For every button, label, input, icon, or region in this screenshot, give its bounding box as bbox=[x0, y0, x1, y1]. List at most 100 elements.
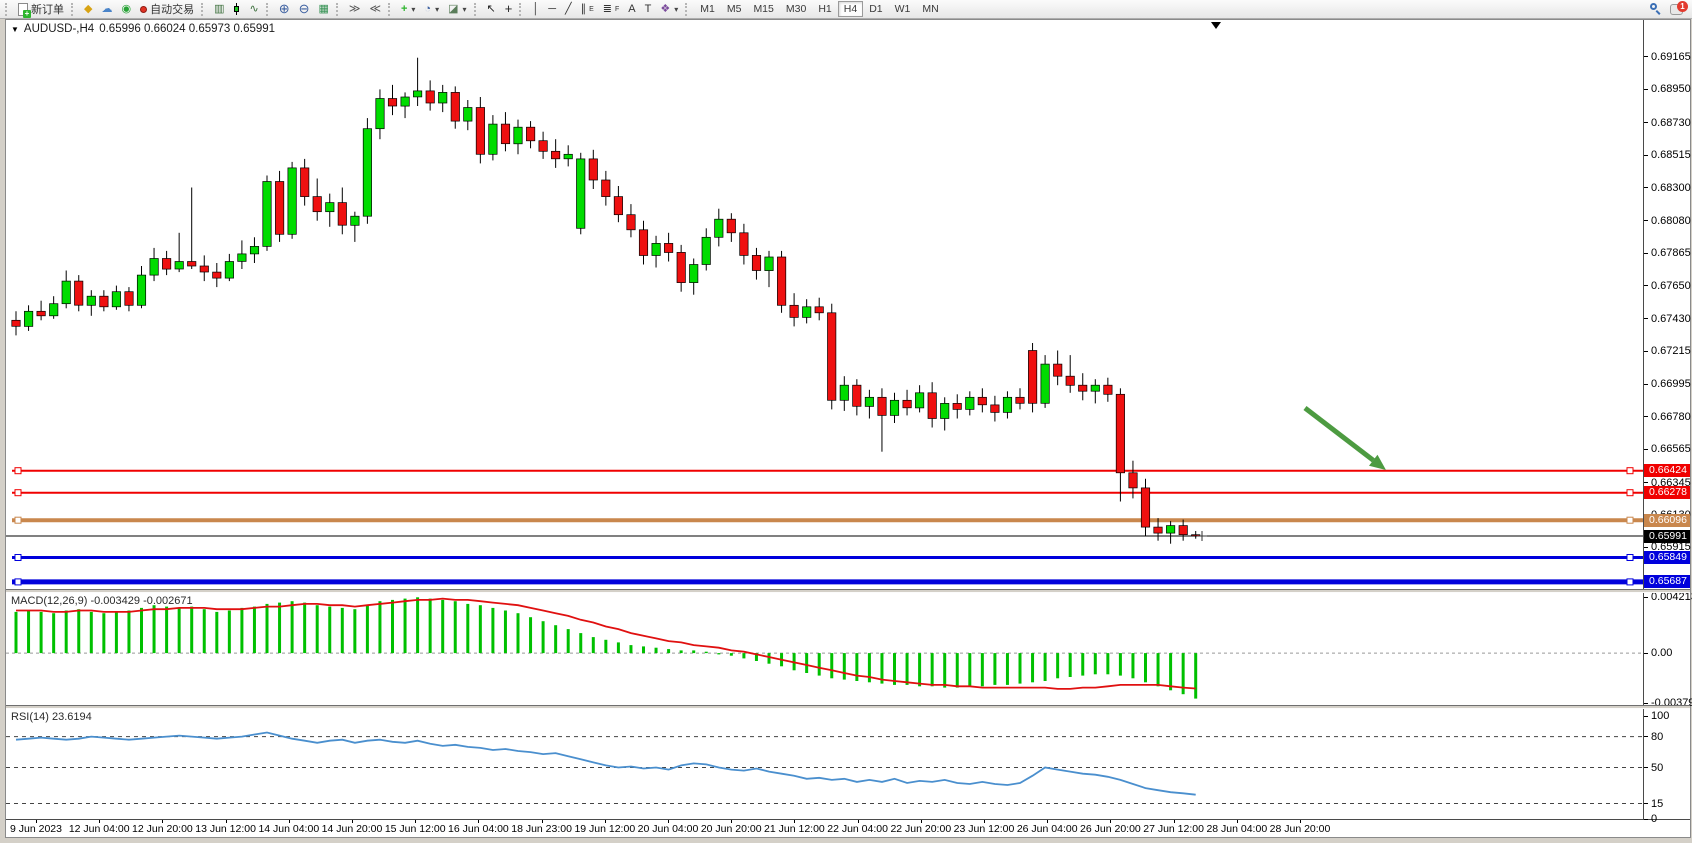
price-axis-tick: 0.68950 bbox=[1644, 83, 1691, 95]
time-axis-label: 21 Jun 12:00 bbox=[764, 823, 825, 835]
horizontal-line-button[interactable]: ─ bbox=[544, 1, 560, 17]
text-button[interactable]: A bbox=[624, 1, 639, 17]
new-order-button[interactable]: + 新订单 bbox=[14, 1, 68, 18]
chevron-down-icon: ▾ bbox=[411, 4, 416, 14]
timeframe-button-d1[interactable]: D1 bbox=[869, 3, 883, 15]
notification-badge: 1 bbox=[1677, 0, 1688, 12]
bar-chart-button[interactable]: ▥ bbox=[210, 1, 228, 17]
price-level-badge: 0.66278 bbox=[1644, 486, 1690, 500]
autotrading-status-icon bbox=[140, 5, 148, 13]
price-axis-tick: 0.66780 bbox=[1644, 411, 1691, 423]
new-chart-dropdown[interactable]: + ▾ bbox=[397, 1, 419, 17]
price-axis-tick: 0.68080 bbox=[1644, 215, 1691, 227]
rsi-pane[interactable]: RSI(14) 23.6194 bbox=[6, 709, 1643, 819]
candlestick-chart-button[interactable] bbox=[229, 1, 244, 17]
crosshair-icon: + bbox=[504, 1, 513, 16]
timeframe-button-mn[interactable]: MN bbox=[922, 3, 939, 15]
zoom-in-button[interactable]: ⊕ bbox=[275, 1, 294, 17]
line-handle[interactable] bbox=[1626, 578, 1634, 586]
signals-button[interactable]: ◉ bbox=[117, 1, 135, 17]
time-axis-label: 13 Jun 12:00 bbox=[195, 823, 256, 835]
macd-svg[interactable] bbox=[6, 593, 1643, 705]
notifications-icon[interactable]: 1 bbox=[1670, 0, 1688, 15]
crosshair-button[interactable]: + bbox=[501, 1, 517, 17]
line-handle[interactable] bbox=[14, 578, 22, 586]
fibonacci-button[interactable]: ≣ F bbox=[599, 1, 624, 17]
time-axis-tick bbox=[604, 820, 606, 823]
chevron-down-icon: ▾ bbox=[462, 4, 467, 14]
line-chart-icon: ∿ bbox=[249, 3, 259, 15]
zoom-out-button[interactable]: ⊖ bbox=[295, 1, 314, 17]
trendline-button[interactable]: ╱ bbox=[561, 1, 576, 17]
chart-collapse-icon[interactable]: ▼ bbox=[11, 24, 19, 34]
price-axis-tick: 0.67865 bbox=[1644, 247, 1691, 259]
equidistant-channel-button[interactable]: ∥ E bbox=[577, 1, 598, 17]
template-dropdown[interactable]: ◪ ▾ bbox=[444, 1, 470, 17]
time-axis-label: 23 Jun 12:00 bbox=[953, 823, 1015, 835]
timeframe-button-h4[interactable]: H4 bbox=[837, 1, 864, 17]
auto-scroll-button[interactable]: ≫ bbox=[345, 1, 365, 17]
timeframe-button-m1[interactable]: M1 bbox=[700, 3, 715, 15]
tile-windows-button[interactable]: ▦ bbox=[315, 1, 333, 17]
timeframe-button-w1[interactable]: W1 bbox=[894, 3, 911, 15]
pane-divider[interactable] bbox=[6, 589, 1690, 593]
line-handle[interactable] bbox=[1626, 489, 1634, 497]
line-handle[interactable] bbox=[14, 467, 22, 475]
rsi-chart[interactable] bbox=[6, 709, 1643, 819]
time-axis[interactable]: 9 Jun 2023 12 Jun 04:00 12 Jun 20:00 13 Jun… bbox=[6, 819, 1690, 837]
macd-chart[interactable] bbox=[6, 593, 1643, 705]
toolbar-separator bbox=[387, 2, 392, 16]
chart-title: ▼ AUDUSD-,H4 0.65996 0.66024 0.65973 0.6… bbox=[11, 23, 275, 35]
main-chart-pane[interactable]: ▼ AUDUSD-,H4 0.65996 0.66024 0.65973 0.6… bbox=[6, 20, 1643, 589]
price-level-badge: 0.65991 bbox=[1644, 529, 1690, 543]
chart-shift-button[interactable]: ≪ bbox=[365, 1, 385, 17]
bar-chart-icon: ▥ bbox=[214, 3, 225, 15]
line-handle[interactable] bbox=[1626, 554, 1634, 561]
main-chart-svg[interactable] bbox=[6, 20, 1643, 589]
price-level-badge: 0.65849 bbox=[1644, 550, 1690, 564]
horizontal-line-icon: ─ bbox=[548, 3, 556, 15]
price-axis-tick: 80 bbox=[1644, 731, 1663, 743]
pane-divider[interactable] bbox=[6, 705, 1690, 709]
time-axis-label: 9 Jun 2023 bbox=[10, 823, 62, 835]
community-button[interactable]: ☁ bbox=[97, 1, 116, 17]
macd-pane[interactable]: MACD(12,26,9) -0.003429 -0.002671 bbox=[6, 593, 1643, 705]
main-toolbar: + 新订单 ◆ ☁ ◉ 自动交易 ▥ ∿ ⊕ ⊖ ▦ ≫ ≪ + ▾ ◔ ▾ ◪ ▾ … bbox=[0, 0, 1692, 19]
time-axis-label: 14 Jun 04:00 bbox=[258, 823, 320, 835]
autotrading-button[interactable]: 自动交易 bbox=[136, 1, 198, 17]
vertical-line-button[interactable]: │ bbox=[528, 1, 543, 17]
price-axis-tick: 0.66995 bbox=[1644, 378, 1691, 390]
price-level-badge: 0.66096 bbox=[1644, 513, 1690, 527]
tile-windows-icon: ▦ bbox=[318, 3, 329, 15]
period-icon: ◔ bbox=[424, 3, 432, 15]
line-handle[interactable] bbox=[14, 516, 22, 524]
price-axis-tick: 0.67430 bbox=[1644, 313, 1691, 325]
candlestick-chart[interactable] bbox=[6, 20, 1643, 589]
time-axis-tick bbox=[1110, 820, 1112, 823]
arrow-annotation[interactable] bbox=[1303, 406, 1386, 470]
timeframe-button-m5[interactable]: M5 bbox=[726, 3, 742, 15]
line-chart-button[interactable]: ∿ bbox=[245, 1, 262, 17]
timeframe-button-h1[interactable]: H1 bbox=[818, 3, 832, 15]
toolbar-separator bbox=[201, 2, 205, 16]
time-axis-label: 16 Jun 04:00 bbox=[448, 823, 509, 835]
line-handle[interactable] bbox=[1626, 467, 1634, 475]
timeframe-button-m15[interactable]: M15 bbox=[753, 3, 774, 15]
line-handle[interactable] bbox=[14, 554, 22, 561]
price-axis[interactable]: 0.69165 0.68950 0.68730 0.68515 0.68300 0.680… bbox=[1643, 20, 1692, 825]
cursor-button[interactable]: ↖ bbox=[483, 1, 500, 17]
period-dropdown[interactable]: ◔ ▾ bbox=[420, 1, 443, 17]
line-handle[interactable] bbox=[1626, 516, 1634, 524]
line-handle[interactable] bbox=[14, 489, 22, 497]
search-icon[interactable] bbox=[1650, 3, 1662, 15]
rsi-svg[interactable] bbox=[6, 709, 1643, 819]
market-button[interactable]: ◆ bbox=[80, 1, 96, 17]
price-axis-tick: 0.004213 bbox=[1644, 591, 1692, 603]
arrows-dropdown[interactable]: ❖ ▾ bbox=[656, 1, 682, 17]
chart-shift-marker[interactable] bbox=[1211, 22, 1221, 29]
text-label-button[interactable]: T bbox=[641, 1, 656, 17]
text-label-icon: T bbox=[644, 3, 652, 15]
last-price-marker bbox=[1197, 531, 1207, 541]
price-level-badge: 0.66424 bbox=[1644, 464, 1690, 478]
timeframe-button-m30[interactable]: M30 bbox=[785, 3, 807, 15]
